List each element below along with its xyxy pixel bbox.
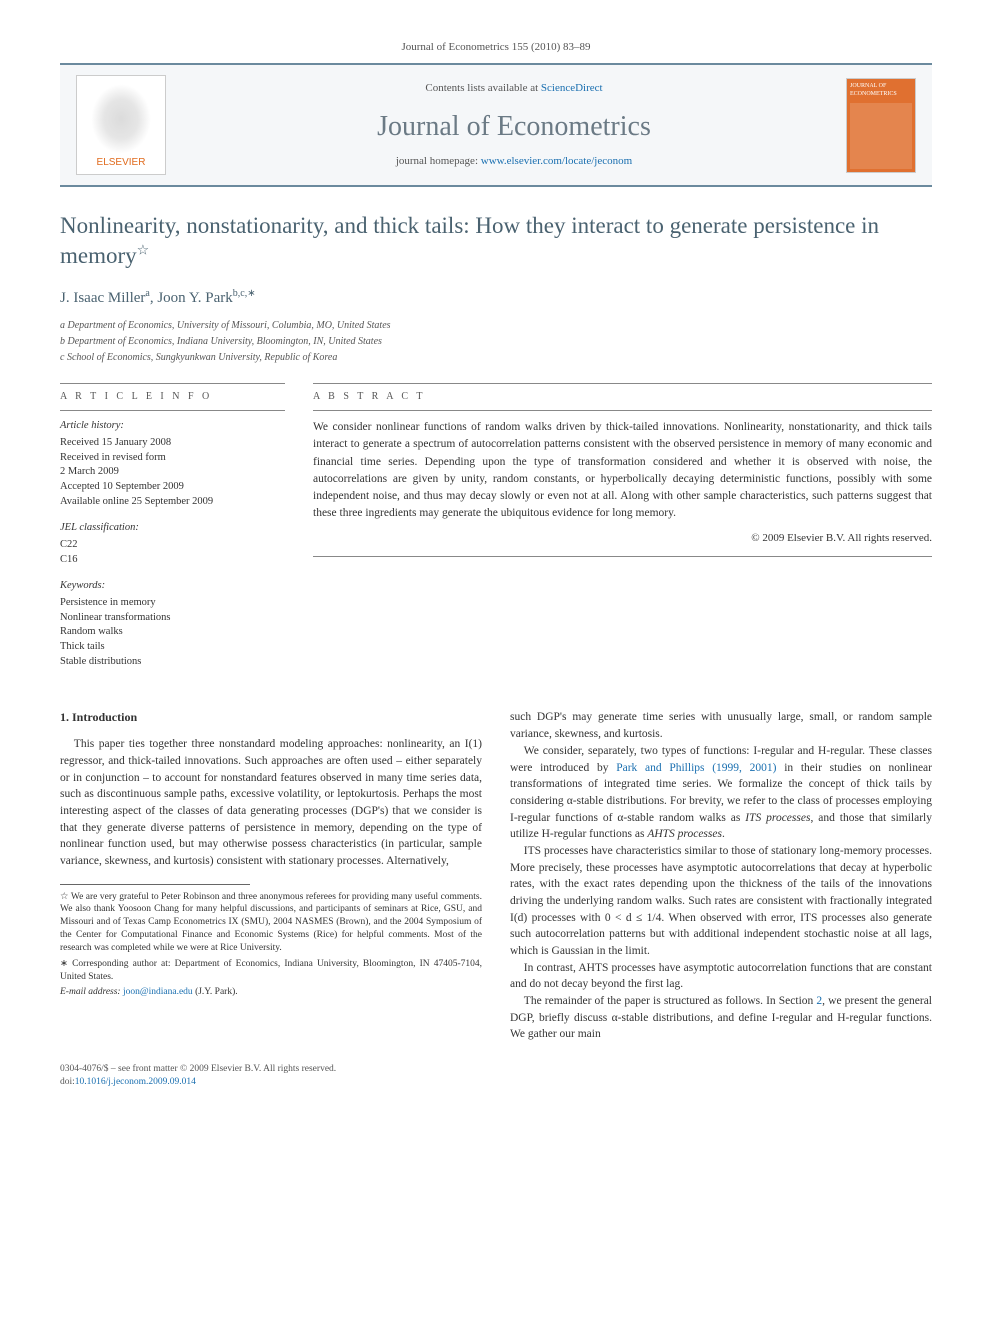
header-box: ELSEVIER Contents lists available at Sci…	[60, 63, 932, 187]
doi-link[interactable]: 10.1016/j.jeconom.2009.09.014	[75, 1077, 196, 1087]
cover-thumb-label: JOURNAL OF ECONOMETRICS	[850, 82, 912, 99]
abstract-text: We consider nonlinear functions of rando…	[313, 419, 932, 523]
publisher-logo-label: ELSEVIER	[97, 156, 146, 170]
section-1-heading: 1. Introduction	[60, 709, 482, 726]
history-title: Article history:	[60, 419, 285, 434]
affiliation-c: c School of Economics, Sungkyunkwan Univ…	[60, 351, 932, 365]
body-column-left: 1. Introduction This paper ties together…	[60, 709, 482, 1042]
body-para: We consider, separately, two types of fu…	[510, 743, 932, 843]
contents-line: Contents lists available at ScienceDirec…	[182, 81, 846, 96]
doi-line: doi:10.1016/j.jeconom.2009.09.014	[60, 1076, 932, 1089]
article-info-column: A R T I C L E I N F O Article history: R…	[60, 383, 285, 681]
keyword: Thick tails	[60, 640, 285, 655]
section-link[interactable]: 2	[816, 995, 822, 1007]
author-2[interactable]: Joon Y. Park	[157, 290, 232, 306]
abstract-rule-bot	[313, 410, 932, 411]
footer-meta: 0304-4076/$ – see front matter © 2009 El…	[60, 1063, 932, 1090]
affiliation-a: a Department of Economics, University of…	[60, 319, 932, 333]
elsevier-tree-icon	[91, 84, 151, 154]
title-footnote-marker: ☆	[137, 244, 150, 259]
history-line: 2 March 2009	[60, 465, 285, 480]
article-history-block: Article history: Received 15 January 200…	[60, 419, 285, 509]
history-line: Available online 25 September 2009	[60, 495, 285, 510]
body-para: such DGP's may generate time series with…	[510, 709, 932, 742]
cover-thumb-body	[850, 103, 912, 169]
header-center: Contents lists available at ScienceDirec…	[182, 81, 846, 169]
issn-line: 0304-4076/$ – see front matter © 2009 El…	[60, 1063, 932, 1076]
email-label: E-mail address:	[60, 987, 123, 997]
history-line: Accepted 10 September 2009	[60, 480, 285, 495]
keyword: Random walks	[60, 625, 285, 640]
journal-cover-thumb[interactable]: JOURNAL OF ECONOMETRICS	[846, 78, 916, 173]
keyword: Stable distributions	[60, 655, 285, 670]
abstract-rule-end	[313, 556, 932, 557]
jel-title: JEL classification:	[60, 521, 285, 536]
keyword: Nonlinear transformations	[60, 611, 285, 626]
body-para: The remainder of the paper is structured…	[510, 993, 932, 1043]
citation-line: Journal of Econometrics 155 (2010) 83–89	[60, 40, 932, 55]
publisher-logo[interactable]: ELSEVIER	[76, 75, 166, 175]
contents-prefix: Contents lists available at	[425, 82, 540, 94]
keywords-title: Keywords:	[60, 579, 285, 594]
jel-block: JEL classification: C22 C16	[60, 521, 285, 567]
footnote-email: E-mail address: joon@indiana.edu (J.Y. P…	[60, 986, 482, 999]
homepage-prefix: journal homepage:	[396, 155, 481, 167]
info-rule-bot	[60, 410, 285, 411]
abstract-rule-top	[313, 383, 932, 384]
footnotes: ☆ We are very grateful to Peter Robinson…	[60, 891, 482, 1000]
article-title: Nonlinearity, nonstationarity, and thick…	[60, 211, 932, 271]
jel-code: C22	[60, 538, 285, 553]
email-suffix: (J.Y. Park).	[193, 987, 238, 997]
citation-link[interactable]: Park and Phillips (1999, 2001)	[616, 762, 776, 774]
keywords-block: Keywords: Persistence in memory Nonlinea…	[60, 579, 285, 669]
article-title-text: Nonlinearity, nonstationarity, and thick…	[60, 213, 879, 268]
history-line: Received in revised form	[60, 451, 285, 466]
author-2-sup: b,c,∗	[233, 288, 256, 299]
abstract-label: A B S T R A C T	[313, 390, 932, 404]
abstract-column: A B S T R A C T We consider nonlinear fu…	[313, 383, 932, 681]
sciencedirect-link[interactable]: ScienceDirect	[541, 82, 603, 94]
body-para: This paper ties together three nonstanda…	[60, 736, 482, 869]
history-line: Received 15 January 2008	[60, 436, 285, 451]
page-container: Journal of Econometrics 155 (2010) 83–89…	[0, 0, 992, 1130]
journal-name: Journal of Econometrics	[182, 107, 846, 146]
author-1[interactable]: J. Isaac Miller	[60, 290, 145, 306]
body-para: ITS processes have characteristics simil…	[510, 843, 932, 960]
body-column-right: such DGP's may generate time series with…	[510, 709, 932, 1042]
body-columns: 1. Introduction This paper ties together…	[60, 709, 932, 1042]
footnote-corresponding: ∗ Corresponding author at: Department of…	[60, 958, 482, 984]
affiliation-b: b Department of Economics, Indiana Unive…	[60, 335, 932, 349]
abstract-copyright: © 2009 Elsevier B.V. All rights reserved…	[313, 531, 932, 546]
authors-line: J. Isaac Millera, Joon Y. Parkb,c,∗	[60, 287, 932, 309]
affiliations: a Department of Economics, University of…	[60, 319, 932, 365]
jel-code: C16	[60, 553, 285, 568]
homepage-line: journal homepage: www.elsevier.com/locat…	[182, 154, 846, 169]
email-link[interactable]: joon@indiana.edu	[123, 987, 193, 997]
article-info-label: A R T I C L E I N F O	[60, 390, 285, 404]
footnote-thanks: ☆ We are very grateful to Peter Robinson…	[60, 891, 482, 955]
info-rule-top	[60, 383, 285, 384]
body-para: In contrast, AHTS processes have asympto…	[510, 960, 932, 993]
doi-label: doi:	[60, 1077, 75, 1087]
homepage-link[interactable]: www.elsevier.com/locate/jeconom	[481, 155, 632, 167]
footnote-separator	[60, 884, 250, 885]
keyword: Persistence in memory	[60, 596, 285, 611]
info-abstract-row: A R T I C L E I N F O Article history: R…	[60, 383, 932, 681]
